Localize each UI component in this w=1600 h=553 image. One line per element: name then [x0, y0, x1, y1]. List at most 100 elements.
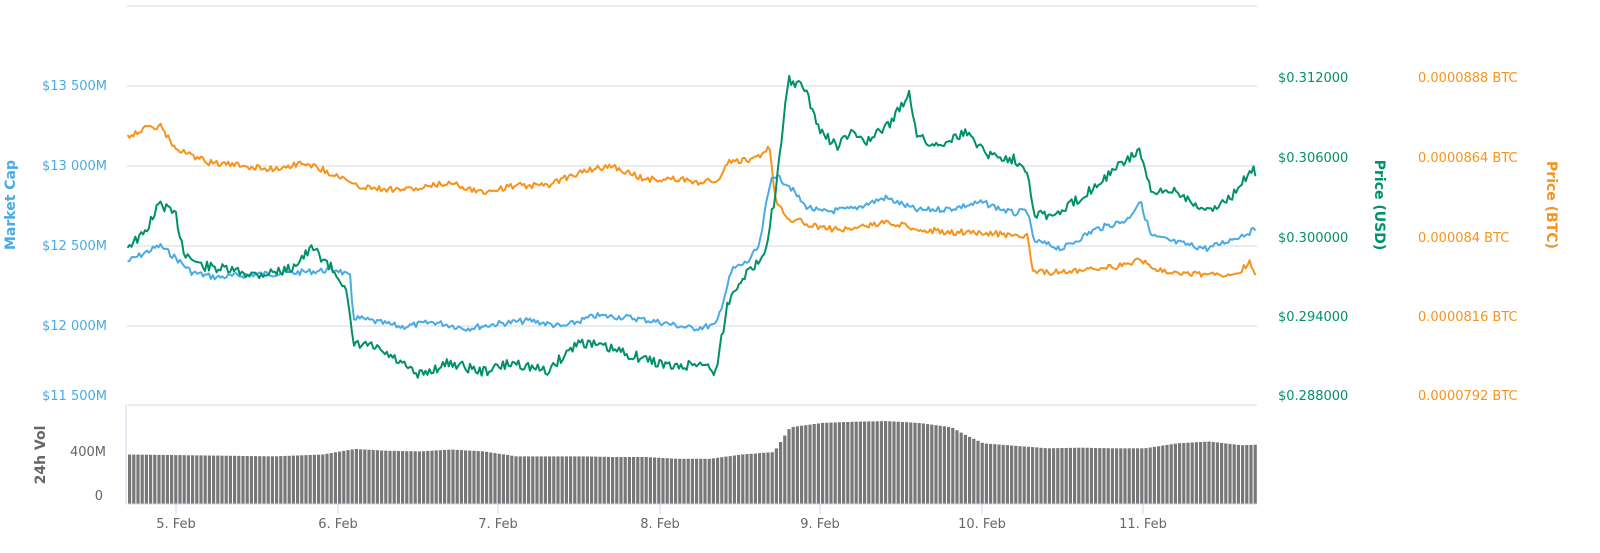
volume-bar: [535, 456, 539, 504]
volume-bar: [165, 455, 169, 504]
volume-bar: [186, 455, 190, 504]
volume-bar: [690, 458, 694, 504]
volume-bar: [170, 455, 174, 504]
volume-bar: [161, 454, 165, 504]
volume-bar: [1152, 446, 1156, 504]
volume-bar: [1068, 447, 1072, 504]
volume-bar: [527, 456, 531, 504]
volume-bar: [963, 434, 967, 504]
volume-bar: [619, 457, 623, 504]
volume-bar: [850, 421, 854, 504]
volume-bar: [283, 455, 287, 504]
price-btc-tick: 0.0000816 BTC: [1418, 310, 1518, 325]
volume-bar: [762, 452, 766, 504]
volume-bar: [1215, 442, 1219, 504]
volume-bar: [976, 440, 980, 504]
volume-bar: [783, 435, 787, 504]
volume-bar: [741, 454, 745, 504]
volume-bar: [1136, 448, 1140, 504]
x-tick-label: 7. Feb: [478, 517, 518, 532]
volume-bar: [216, 455, 220, 504]
volume-bar: [459, 450, 463, 504]
volume-bar: [678, 458, 682, 504]
volume-bar: [249, 456, 253, 504]
volume-bar: [363, 449, 367, 504]
volume-bar: [321, 454, 325, 504]
volume-bar: [900, 422, 904, 504]
volume-bar: [375, 450, 379, 504]
volume-bar: [867, 421, 871, 504]
volume-bar: [518, 456, 522, 504]
volume-bar: [657, 457, 661, 504]
price-btc-axis: 0.0000888 BTC 0.0000864 BTC 0.000084 BTC…: [1418, 71, 1559, 404]
price-usd-axis-title: Price (USD): [1371, 160, 1387, 251]
volume-bar: [388, 450, 392, 504]
volume-bar: [174, 455, 178, 504]
volume-bar: [854, 421, 858, 504]
volume-bar: [430, 450, 434, 504]
volume-bar: [560, 456, 564, 504]
volume-bar: [367, 449, 371, 504]
volume-bar: [1178, 443, 1182, 504]
market-cap-axis: $13 500M $13 000M $12 500M $12 000M $11 …: [3, 79, 107, 404]
x-tick-label: 6. Feb: [318, 517, 358, 532]
volume-bar: [766, 452, 770, 504]
volume-bar: [380, 450, 384, 504]
volume-bar: [409, 451, 413, 504]
volume-bar: [153, 454, 157, 504]
volume-bar: [279, 456, 283, 504]
price-btc-axis-title: Price (BTC): [1543, 161, 1559, 249]
volume-bar: [825, 422, 829, 504]
volume-bar: [447, 449, 451, 504]
volume-bar: [1064, 448, 1068, 504]
volume-bar: [804, 425, 808, 504]
volume-bar: [812, 424, 816, 504]
volume-bar: [506, 455, 510, 504]
price-btc-line: [126, 122, 1257, 278]
volume-bar: [1190, 442, 1194, 504]
volume-bar: [443, 450, 447, 504]
volume-bar: [896, 421, 900, 504]
price-usd-tick: $0.294000: [1278, 310, 1348, 325]
volume-bar: [434, 450, 438, 504]
volume-bar: [212, 455, 216, 504]
volume-bar: [1073, 447, 1077, 504]
price-usd-line: [126, 74, 1257, 379]
volume-bar: [359, 449, 363, 504]
volume-bar: [1203, 441, 1207, 504]
volume-bar: [354, 449, 358, 504]
price-btc-tick: 0.0000792 BTC: [1418, 389, 1518, 404]
volume-bar: [531, 456, 535, 504]
volume-bar: [426, 450, 430, 504]
volume-bar: [745, 454, 749, 504]
volume-bar: [661, 458, 665, 504]
price-usd-tick: $0.288000: [1278, 389, 1348, 404]
volume-bar: [1018, 446, 1022, 504]
volume-bar: [875, 421, 879, 504]
price-usd-tick: $0.300000: [1278, 231, 1348, 246]
volume-bar: [930, 424, 934, 504]
volume-bar: [892, 421, 896, 504]
volume-bar: [917, 423, 921, 504]
series-lines: [126, 74, 1257, 379]
x-tick-label: 5. Feb: [156, 517, 196, 532]
volume-bar: [178, 455, 182, 504]
volume-bar: [951, 428, 955, 504]
volume-bar: [1110, 448, 1114, 504]
volume-bar: [569, 456, 573, 504]
gridlines: [127, 5, 1257, 406]
volume-bar: [149, 454, 153, 504]
volume-bar: [585, 456, 589, 504]
x-tick-label: 11. Feb: [1119, 517, 1167, 532]
volume-bar: [258, 456, 262, 504]
volume-bar: [955, 430, 959, 504]
volume-bar: [489, 452, 493, 504]
volume-bar: [401, 451, 405, 504]
volume-bar: [191, 455, 195, 504]
volume-bar: [333, 452, 337, 504]
volume-bar: [275, 456, 279, 504]
volume-bar: [938, 425, 942, 504]
volume-bar: [254, 456, 258, 504]
price-btc-tick: 0.0000888 BTC: [1418, 71, 1518, 86]
volume-bar: [1232, 444, 1236, 504]
